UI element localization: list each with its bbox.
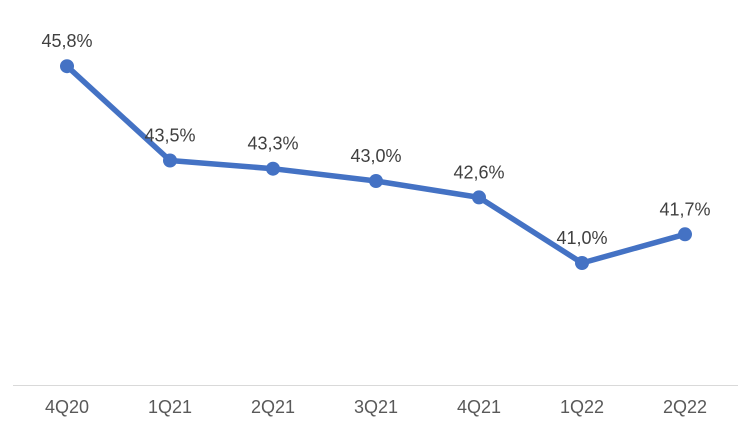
x-axis-label: 1Q21 xyxy=(148,397,192,417)
x-axis-label: 1Q22 xyxy=(560,397,604,417)
x-axis-label: 4Q20 xyxy=(45,397,89,417)
x-axis-label: 2Q21 xyxy=(251,397,295,417)
x-axis-label: 3Q21 xyxy=(354,397,398,417)
data-label: 41,0% xyxy=(556,228,607,248)
data-point-marker xyxy=(472,190,486,205)
data-point-marker xyxy=(60,59,74,74)
data-label: 43,3% xyxy=(247,134,298,154)
data-point-marker xyxy=(678,227,692,242)
data-point-marker xyxy=(575,256,589,270)
data-label: 41,7% xyxy=(659,199,710,219)
data-label: 42,6% xyxy=(453,162,504,182)
x-axis-label: 4Q21 xyxy=(457,397,501,417)
data-label: 43,5% xyxy=(144,126,195,146)
data-label: 43,0% xyxy=(350,146,401,166)
data-point-marker xyxy=(163,153,177,168)
x-axis-label: 2Q22 xyxy=(663,397,707,417)
data-point-marker xyxy=(369,174,383,188)
data-label: 45,8% xyxy=(41,31,92,51)
data-point-marker xyxy=(266,161,280,176)
